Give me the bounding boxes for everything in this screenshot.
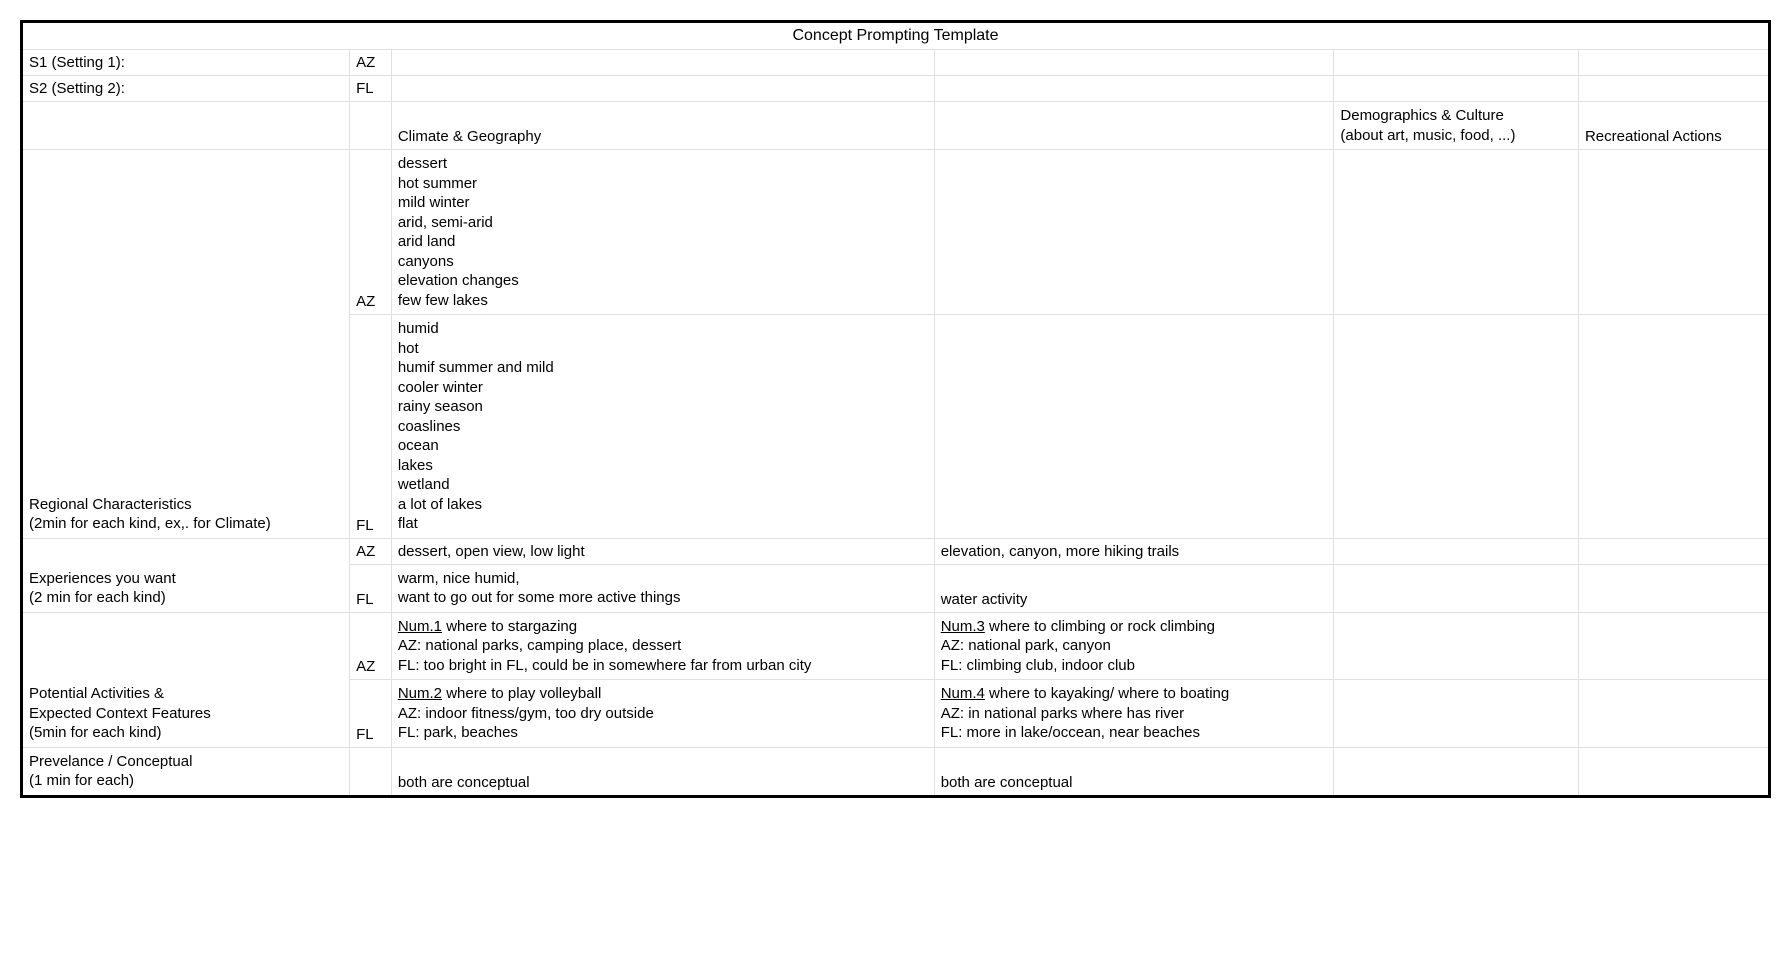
num1-underline: Num.1 (398, 618, 442, 635)
empty-cell (1578, 315, 1769, 539)
empty-cell (391, 76, 934, 102)
experiences-label: Experiences you want (2 min for each kin… (22, 538, 350, 612)
activities-num1: Num.1 where to stargazing AZ: national p… (391, 612, 934, 680)
empty-cell (1578, 50, 1769, 76)
empty-cell (1578, 680, 1769, 748)
header-demographics: Demographics & Culture (about art, music… (1334, 102, 1579, 150)
regional-label: Regional Characteristics (2min for each … (22, 150, 350, 539)
empty-cell (350, 747, 392, 796)
activities-num4: Num.4 where to kayaking/ where to boatin… (934, 680, 1334, 748)
experiences-fl-c2: water activity (934, 564, 1334, 612)
empty-cell (1578, 150, 1769, 315)
empty-cell (934, 50, 1334, 76)
regional-az-code: AZ (350, 150, 392, 315)
empty-cell (934, 102, 1334, 150)
empty-cell (1334, 76, 1579, 102)
activities-az-code: AZ (350, 612, 392, 680)
regional-fl-climate: humid hot humif summer and mild cooler w… (391, 315, 934, 539)
num2-underline: Num.2 (398, 685, 442, 702)
activities-fl-code: FL (350, 680, 392, 748)
activities-num2: Num.2 where to play volleyball AZ: indoo… (391, 680, 934, 748)
empty-cell (1578, 76, 1769, 102)
s1-label: S1 (Setting 1): (22, 50, 350, 76)
empty-cell (391, 50, 934, 76)
experiences-az-c1: dessert, open view, low light (391, 538, 934, 564)
regional-fl-code: FL (350, 315, 392, 539)
empty-cell (1578, 747, 1769, 796)
empty-cell (1334, 50, 1579, 76)
experiences-az-c2: elevation, canyon, more hiking trails (934, 538, 1334, 564)
experiences-fl-code: FL (350, 564, 392, 612)
empty-cell (1334, 612, 1579, 680)
num3-underline: Num.3 (941, 618, 985, 635)
empty-cell (934, 76, 1334, 102)
empty-cell (934, 150, 1334, 315)
empty-cell (1578, 612, 1769, 680)
empty-cell (1334, 747, 1579, 796)
header-climate: Climate & Geography (391, 102, 934, 150)
empty-cell (1334, 315, 1579, 539)
empty-cell (1334, 564, 1579, 612)
regional-az-climate: dessert hot summer mild winter arid, sem… (391, 150, 934, 315)
empty-cell (1334, 150, 1579, 315)
activities-label: Potential Activities & Expected Context … (22, 612, 350, 747)
empty-cell (1334, 538, 1579, 564)
num4-underline: Num.4 (941, 685, 985, 702)
num1-rest: where to stargazing AZ: national parks, … (398, 618, 812, 674)
empty-cell (22, 102, 350, 150)
s2-label: S2 (Setting 2): (22, 76, 350, 102)
empty-cell (934, 315, 1334, 539)
empty-cell (350, 102, 392, 150)
empty-cell (1578, 564, 1769, 612)
experiences-az-code: AZ (350, 538, 392, 564)
table-title: Concept Prompting Template (22, 22, 1770, 50)
concept-template-table: Concept Prompting Template S1 (Setting 1… (20, 20, 1771, 798)
prevalence-label: Prevelance / Conceptual (1 min for each) (22, 747, 350, 796)
num4-rest: where to kayaking/ where to boating AZ: … (941, 685, 1230, 741)
s2-value: FL (350, 76, 392, 102)
activities-num3: Num.3 where to climbing or rock climbing… (934, 612, 1334, 680)
s1-value: AZ (350, 50, 392, 76)
prevalence-c1: both are conceptual (391, 747, 934, 796)
prevalence-c2: both are conceptual (934, 747, 1334, 796)
empty-cell (1578, 538, 1769, 564)
header-recreational: Recreational Actions (1578, 102, 1769, 150)
experiences-fl-c1: warm, nice humid, want to go out for som… (391, 564, 934, 612)
empty-cell (1334, 680, 1579, 748)
